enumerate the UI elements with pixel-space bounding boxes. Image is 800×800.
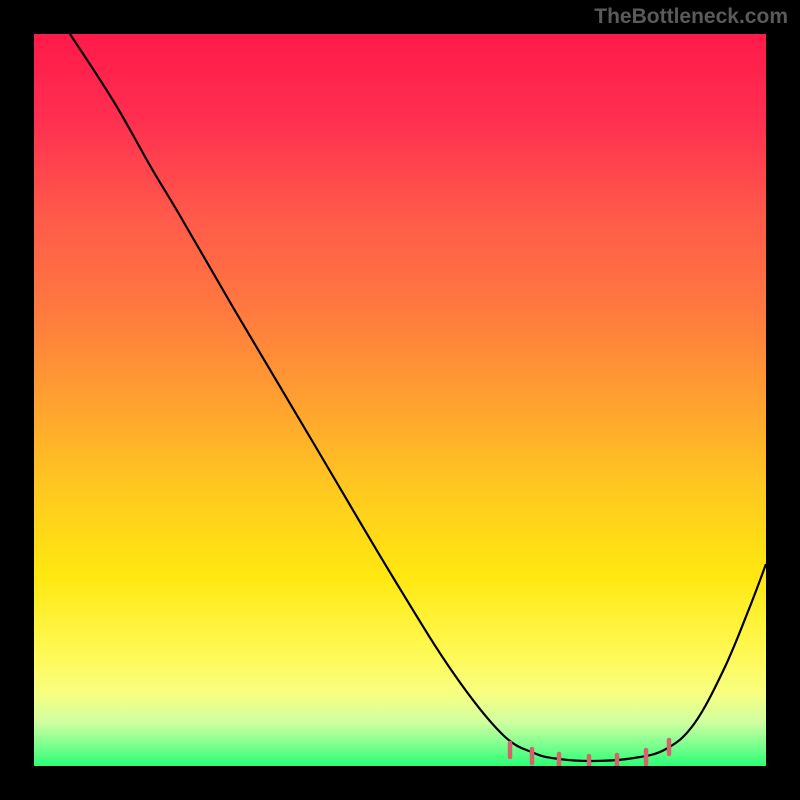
tick-marks-group (510, 740, 669, 766)
chart-area (34, 34, 766, 766)
curve-overlay (34, 34, 766, 766)
bottleneck-curve (70, 34, 766, 761)
watermark-text: TheBottleneck.com (594, 5, 788, 29)
